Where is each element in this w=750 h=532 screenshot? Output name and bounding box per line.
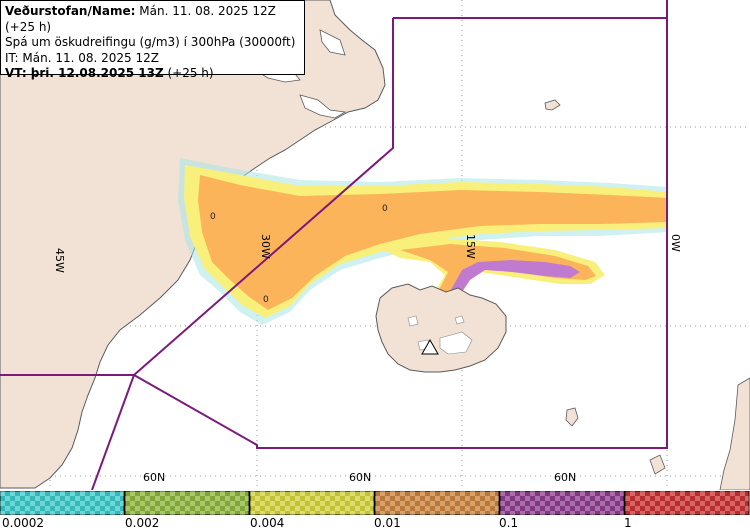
- lon-label-0w: 0W: [669, 234, 682, 252]
- info-line-2: Spá um öskudreifingu (g/m3) í 300hPa (30…: [5, 35, 296, 49]
- legend-swatch-texture: [0, 491, 124, 515]
- latitude-labels: 60N 60N 60N: [143, 471, 576, 484]
- map: 45W 30W 15W 0W 60N 60N 60N 0 0 0: [0, 0, 750, 490]
- legend-swatch-texture: [625, 491, 749, 515]
- legend-swatch-texture: [500, 491, 624, 515]
- iceland-land: [375, 283, 507, 373]
- legend-label: 0.01: [374, 516, 401, 530]
- map-canvas: 45W 30W 15W 0W 60N 60N 60N 0 0 0: [0, 0, 750, 490]
- legend-swatch-texture: [250, 491, 374, 515]
- legend-labels: 0.0002 0.002 0.004 0.01 0.1 1: [0, 515, 750, 532]
- legend-label: 1: [624, 516, 632, 530]
- legend-swatches: [0, 490, 750, 516]
- legend-swatch-texture: [375, 491, 499, 515]
- color-scale-legend: [0, 490, 750, 516]
- agency-name: Veðurstofan/Name:: [5, 4, 136, 18]
- concentration-marker: 0: [382, 204, 388, 214]
- flight-region-boundary: [0, 0, 668, 490]
- fjord: [299, 94, 347, 119]
- lat-label-2: 60N: [349, 471, 371, 484]
- valid-time: VT: þri. 12.08.2025 13Z: [5, 66, 164, 80]
- volcano-marker-icon: [421, 338, 439, 355]
- lon-label-45w: 45W: [53, 248, 66, 273]
- lon-label-15w: 15W: [464, 234, 477, 259]
- glacier: [439, 331, 473, 355]
- legend-label: 0.002: [125, 516, 160, 530]
- info-line-3: IT: Mán. 11. 08. 2025 12Z: [5, 50, 159, 65]
- legend-label: 0.004: [250, 516, 285, 530]
- legend-label: 0.0002: [2, 516, 44, 530]
- lat-label-1: 60N: [143, 471, 165, 484]
- glacier: [407, 315, 419, 327]
- lon-label-30w: 30W: [259, 234, 272, 259]
- issue-time: Mán. 11. 08. 2025 12Z (+25 h): [5, 4, 276, 34]
- norway-land: [719, 377, 750, 490]
- longitude-labels: 45W 30W 15W 0W: [53, 234, 682, 273]
- concentration-markers: 0 0 0: [210, 204, 388, 305]
- lat-label-3: 60N: [554, 471, 576, 484]
- fjord: [319, 29, 346, 56]
- valid-offset: (+25 h): [163, 66, 214, 80]
- small-island: [565, 407, 579, 427]
- small-island: [649, 454, 666, 475]
- legend-label: 0.1: [499, 516, 519, 530]
- small-island: [544, 99, 561, 111]
- info-line-1: Veðurstofan/Name: Mán. 11. 08. 2025 12Z …: [5, 4, 300, 35]
- concentration-marker: 0: [210, 212, 216, 222]
- info-line-4: VT: þri. 12.08.2025 13Z (+25 h): [5, 66, 300, 82]
- concentration-marker: 0: [263, 295, 269, 305]
- forecast-info-box: Veðurstofan/Name: Mán. 11. 08. 2025 12Z …: [0, 0, 305, 80]
- legend-swatch-texture: [125, 491, 249, 515]
- ash-plume: [178, 158, 668, 340]
- glacier: [454, 315, 465, 325]
